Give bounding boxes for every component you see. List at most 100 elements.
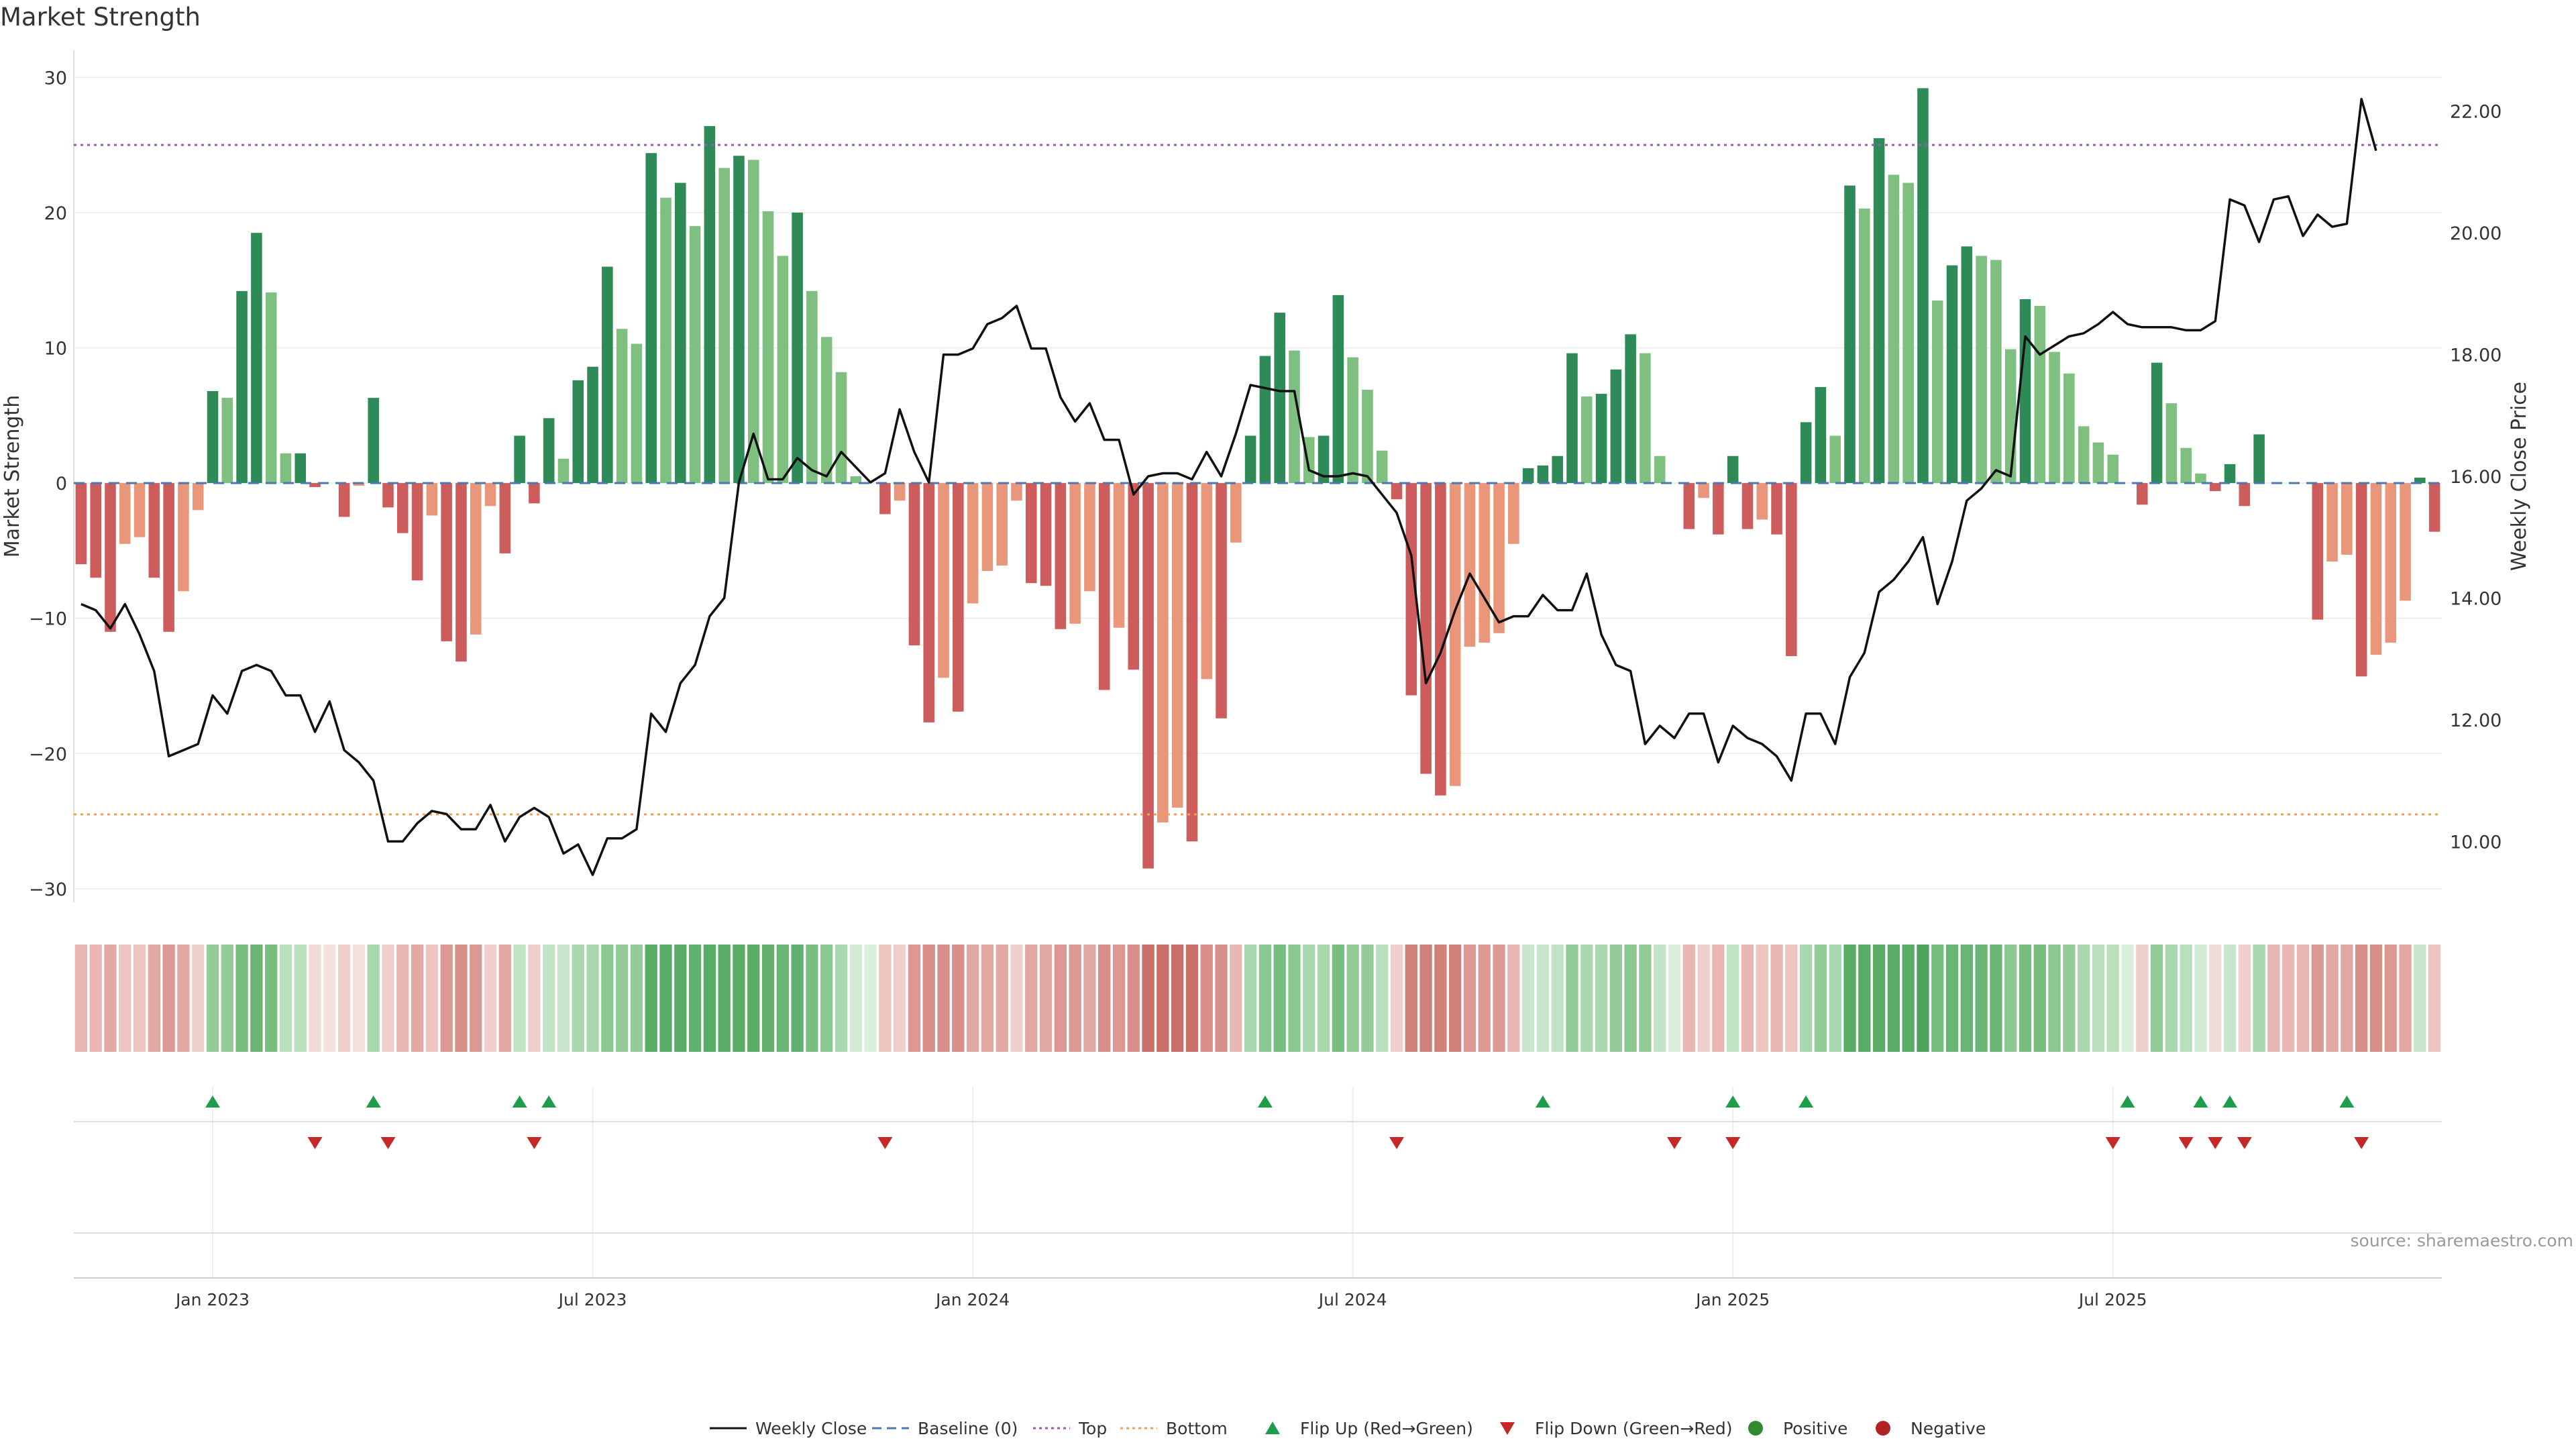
flip-up-marker <box>1799 1095 1814 1108</box>
strength-bar <box>792 212 803 484</box>
heat-cell <box>2209 945 2222 1052</box>
heat-cell <box>440 945 453 1052</box>
strength-bar <box>251 233 262 484</box>
heat-cell <box>2048 945 2061 1052</box>
strength-bar <box>1640 353 1651 484</box>
heat-cell <box>1215 945 1228 1052</box>
heat-cell <box>2092 945 2105 1052</box>
strength-bar <box>675 182 686 484</box>
strength-bar <box>2092 442 2104 484</box>
strength-bar <box>178 483 189 592</box>
strength-bar <box>602 266 613 484</box>
strength-bar <box>1055 483 1067 629</box>
strength-bar <box>368 398 379 484</box>
strength-bar <box>631 343 643 484</box>
right-tick-label: 20.00 <box>2450 223 2502 244</box>
strength-bar <box>353 483 365 486</box>
flip-up-marker <box>1535 1095 1550 1108</box>
strength-bar <box>2370 483 2382 655</box>
right-axis-label: Weekly Close Price <box>2508 382 2531 571</box>
strength-bar <box>1844 185 1856 484</box>
heat-cell <box>1317 945 1330 1052</box>
heat-cell <box>455 945 468 1052</box>
strength-bar <box>1128 483 1140 670</box>
strength-bar <box>1201 483 1213 680</box>
strength-bar <box>1873 138 1885 484</box>
left-axis-label: Market Strength <box>1 395 24 557</box>
heat-cell <box>1361 945 1374 1052</box>
strength-bar <box>777 256 789 484</box>
heat-cell <box>1332 945 1344 1052</box>
heat-cell <box>922 945 935 1052</box>
heat-cell <box>1039 945 1053 1052</box>
heat-cell <box>2282 945 2295 1052</box>
left-tick-label: −10 <box>29 609 67 630</box>
heat-cell <box>1624 945 1637 1052</box>
heat-cell <box>484 945 497 1052</box>
heat-cell <box>235 945 248 1052</box>
heat-cell <box>2428 945 2441 1052</box>
legend-label: Baseline (0) <box>918 1419 1018 1438</box>
heat-cell <box>703 945 716 1052</box>
strength-bar <box>1990 260 2002 484</box>
heat-cell <box>747 945 760 1052</box>
heat-cell <box>2296 945 2310 1052</box>
heat-cell <box>265 945 278 1052</box>
strength-bar <box>2107 454 2119 484</box>
strength-bar <box>1946 265 1958 484</box>
left-tick-label: 0 <box>56 474 67 494</box>
flip-up-marker <box>512 1095 527 1108</box>
strength-bar <box>1610 369 1622 484</box>
heat-cell <box>1185 945 1199 1052</box>
strength-bar <box>192 483 204 511</box>
heat-cell <box>849 945 862 1052</box>
flip-up-marker <box>205 1095 221 1108</box>
heat-cell <box>367 945 380 1052</box>
heat-cell <box>2180 945 2192 1052</box>
strength-bar <box>2209 483 2221 492</box>
strength-bar <box>850 476 862 484</box>
heat-cell <box>1551 945 1564 1052</box>
legend-label: Flip Down (Green→Red) <box>1535 1419 1733 1438</box>
strength-bar <box>660 197 672 484</box>
flip-down-marker <box>2105 1137 2121 1149</box>
right-tick-label: 18.00 <box>2450 345 2502 366</box>
heat-cell <box>148 945 160 1052</box>
heat-cell <box>791 945 804 1052</box>
strength-bar <box>1157 483 1169 823</box>
heat-cell <box>630 945 643 1052</box>
legend-label: Top <box>1078 1419 1107 1438</box>
strength-bar <box>2341 483 2353 555</box>
heat-cell <box>1521 945 1535 1052</box>
heat-cell <box>2165 945 2178 1052</box>
strength-bar <box>1216 483 1227 718</box>
heat-cell <box>119 945 131 1052</box>
strength-bar <box>280 453 292 484</box>
strength-bar <box>411 483 423 581</box>
left-tick-label: 10 <box>44 338 67 359</box>
heat-cell <box>1536 945 1550 1052</box>
heat-cell <box>1449 945 1462 1052</box>
heat-cell <box>1609 945 1623 1052</box>
legend-swatch <box>1500 1422 1515 1435</box>
strength-bar <box>1537 465 1549 484</box>
strength-bar <box>820 337 833 484</box>
heat-cell <box>2326 945 2339 1052</box>
strength-bar <box>221 398 233 484</box>
heat-cell <box>1595 945 1608 1052</box>
strength-bar <box>1011 483 1022 501</box>
heat-cell <box>1975 945 1988 1052</box>
heat-cell <box>2063 945 2076 1052</box>
heat-cell <box>1945 945 1959 1052</box>
strength-bar <box>2239 483 2251 506</box>
legend-label: Flip Up (Red→Green) <box>1300 1419 1473 1438</box>
right-tick-label: 12.00 <box>2450 710 2502 731</box>
heat-cell <box>1697 945 1710 1052</box>
heat-cell <box>1303 945 1316 1052</box>
strength-bar <box>1625 334 1636 484</box>
heat-cell <box>1639 945 1652 1052</box>
heat-cell <box>2384 945 2397 1052</box>
strength-bar <box>879 483 891 515</box>
heat-cell <box>2194 945 2207 1052</box>
strength-bar <box>1420 483 1432 774</box>
